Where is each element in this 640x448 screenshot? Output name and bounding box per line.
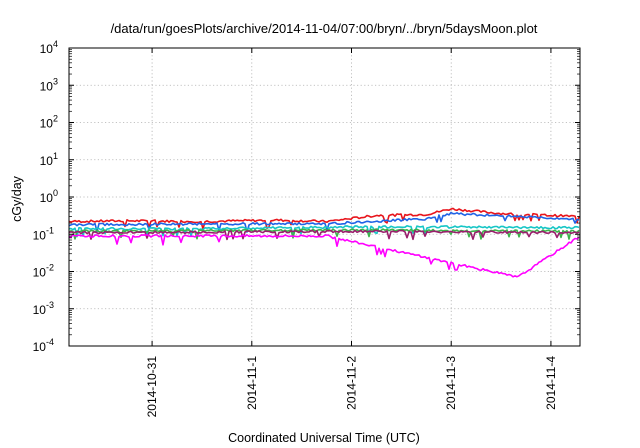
- x-tick-label: 2014-11-1: [245, 356, 259, 410]
- y-tick-label: 103: [40, 76, 58, 93]
- series-line: [68, 207, 580, 230]
- x-tick-label: 2014-11-2: [345, 356, 359, 410]
- x-axis-ticks: 2014-10-31 2014-11-1 2014-11-2 2014-11-3 201…: [145, 48, 558, 417]
- y-tick-label: 10-2: [33, 263, 54, 280]
- series-layer: [68, 207, 580, 278]
- grid: [69, 47, 580, 347]
- y-tick-label: 102: [40, 114, 58, 131]
- y-tick-label: 100: [40, 188, 58, 205]
- x-tick-label: 2014-10-31: [145, 356, 159, 418]
- x-tick-label: 2014-11-4: [544, 356, 558, 410]
- series-line: [68, 225, 580, 238]
- y-tick-label: 10-1: [33, 225, 54, 242]
- y-axis-label: cGy/day: [10, 175, 24, 222]
- y-tick-label: 104: [40, 39, 58, 56]
- x-axis-label: Coordinated Universal Time (UTC): [228, 431, 420, 445]
- chart-title: /data/run/goesPlots/archive/2014-11-04/0…: [111, 21, 538, 36]
- y-tick-label: 101: [40, 151, 58, 168]
- series-line: [68, 229, 580, 241]
- series-line: [68, 228, 580, 240]
- y-tick-label: 10-3: [33, 300, 54, 317]
- x-tick-label: 2014-11-3: [444, 356, 458, 410]
- series-line: [68, 211, 580, 233]
- y-tick-label: 10-4: [33, 337, 54, 354]
- series-line: [69, 234, 580, 278]
- y-axis-ticks: 10-4 10-3 10-2 10-1 100 101 102 103 104: [33, 39, 580, 354]
